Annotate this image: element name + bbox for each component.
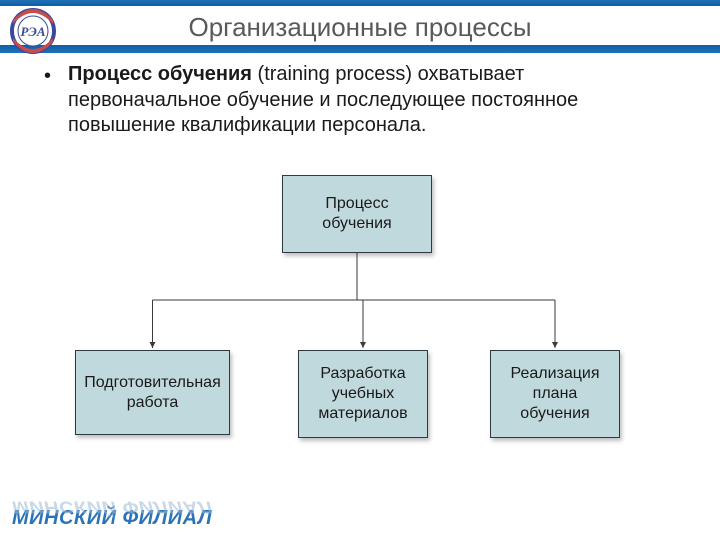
bullet-marker: •	[44, 64, 51, 90]
bullet-paragraph: • Процесс обучения (training process) ох…	[38, 62, 682, 139]
bullet-bold: Процесс обучения	[68, 63, 252, 85]
title-band	[0, 45, 720, 53]
slide-title: Организационные процессы	[0, 12, 720, 43]
org-logo: РЭА	[8, 6, 58, 56]
footer-branch-reflection: МИНСКИЙ ФИЛИАЛ	[12, 496, 212, 517]
svg-text:РЭА: РЭА	[20, 24, 45, 39]
org-tree-diagram: Процессобучения Подготовительнаяработа Раз…	[0, 170, 720, 490]
top-stripe	[0, 0, 720, 6]
tree-child-node-0: Подготовительнаяработа	[75, 350, 230, 435]
tree-root-node: Процессобучения	[282, 175, 432, 253]
tree-child-node-2: Реализацияпланаобучения	[490, 350, 620, 438]
tree-child-node-1: Разработкаучебныхматериалов	[298, 350, 428, 438]
